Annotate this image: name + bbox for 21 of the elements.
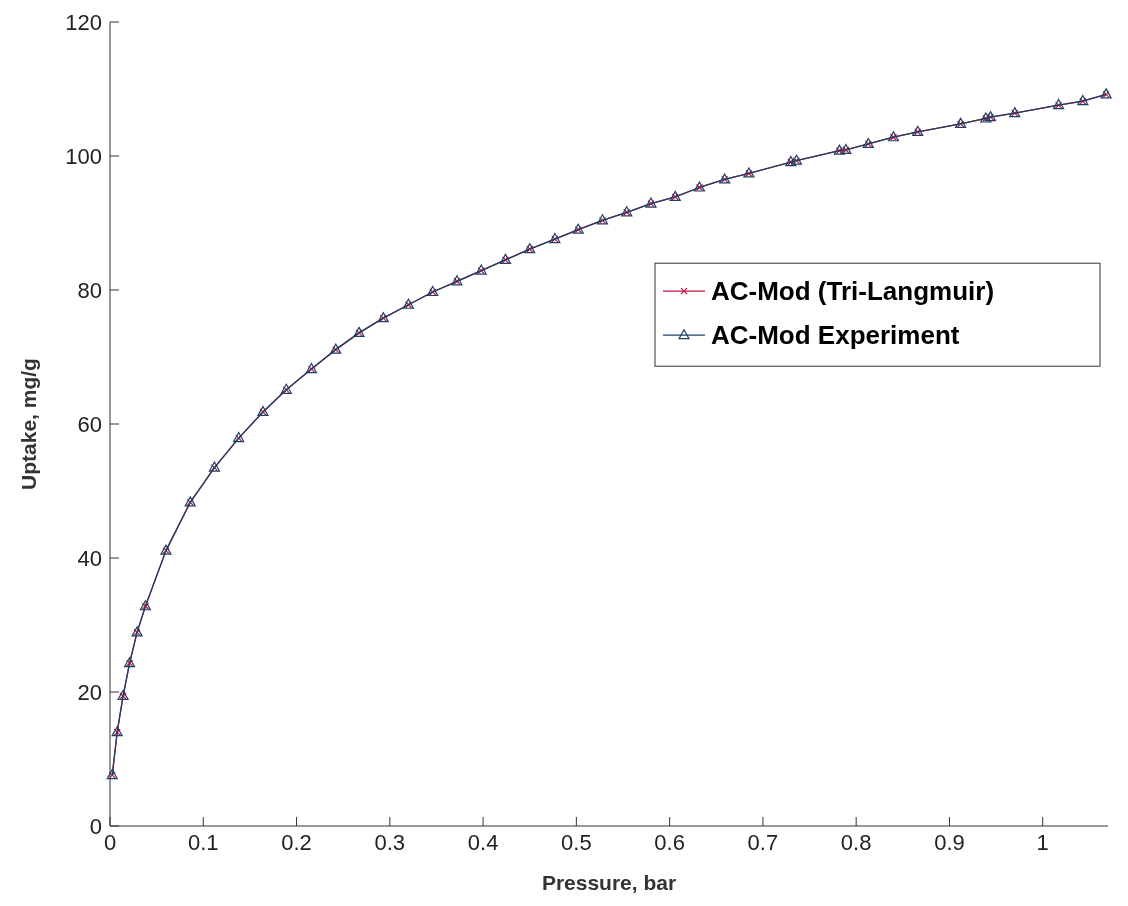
x-tick-label: 0.7	[747, 830, 779, 855]
y-tick-label: 0	[89, 813, 102, 839]
y-tick-label: 20	[77, 679, 102, 705]
x-axis-title: Pressure, bar	[541, 871, 677, 894]
x-tick-label: 0.6	[654, 830, 685, 855]
x-tick-label: 0.9	[934, 830, 965, 855]
y-tick-label: 120	[65, 9, 102, 35]
x-tick-label: 1	[1036, 830, 1049, 855]
x-tick-label: 0.1	[187, 830, 219, 855]
x-tick-label: 0.3	[374, 830, 406, 855]
y-tick-label: 60	[77, 411, 102, 437]
y-tick-label: 100	[65, 143, 102, 169]
x-tick-label: 0.5	[561, 830, 592, 855]
y-tick-label: 40	[77, 545, 102, 571]
x-tick-label: 0.2	[281, 830, 312, 855]
y-axis-title: Uptake, mg/g	[17, 358, 40, 490]
y-tick-label: 80	[77, 277, 102, 303]
legend-label: AC-Mod Experiment	[711, 320, 960, 351]
x-tick-label: 0.4	[467, 830, 499, 855]
legend-label: AC-Mod (Tri-Langmuir)	[711, 276, 995, 307]
x-tick-label: 0.8	[840, 830, 872, 855]
